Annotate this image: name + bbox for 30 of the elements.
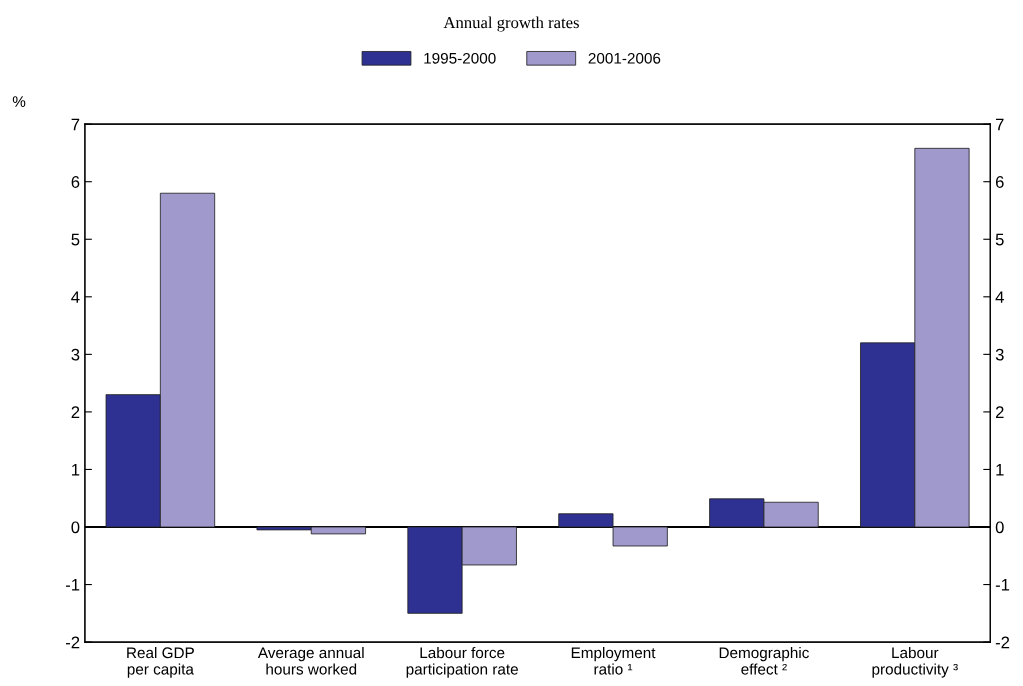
- y-tick-label: 6: [71, 176, 80, 188]
- x-tick-label: Labour productivity ³: [872, 646, 958, 678]
- y-tick-label: 7: [71, 118, 80, 131]
- chart-title: Annual growth rates: [443, 16, 579, 32]
- y-tick-label: 4: [71, 291, 80, 303]
- legend-label: 2001-2006: [588, 52, 661, 64]
- y2-tick-label: 1: [996, 464, 1004, 476]
- y2-tick-label: -2: [995, 636, 1010, 649]
- x-tick-label: Labour force participation rate: [406, 646, 518, 678]
- y-tick-label: -2: [65, 636, 80, 649]
- x-tick-label: Real GDP per capita: [127, 646, 194, 678]
- y-tick-label: 1: [72, 464, 80, 476]
- y2-tick-label: 5: [995, 233, 1004, 246]
- y-tick-label: 2: [71, 406, 80, 418]
- y2-tick-label: 0: [995, 521, 1004, 534]
- y2-tick-label: 4: [995, 291, 1004, 303]
- legend-label: 1995-2000: [424, 52, 496, 64]
- y-tick-label: -1: [65, 579, 80, 591]
- x-tick-label: Average annual hours worked: [257, 646, 364, 675]
- y-tick-label: 0: [71, 521, 80, 534]
- y2-tick-label: 2: [995, 406, 1004, 418]
- x-tick-label: Demographic effect ²: [719, 646, 809, 675]
- y-tick-label: 3: [71, 348, 80, 361]
- y-axis-title: %: [12, 96, 26, 107]
- y2-tick-label: -1: [995, 579, 1010, 591]
- y2-tick-label: 6: [995, 176, 1004, 188]
- y2-tick-label: 3: [995, 348, 1004, 361]
- y-tick-label: 5: [71, 233, 80, 246]
- y2-tick-label: 7: [995, 118, 1004, 131]
- x-tick-label: Employment ratio ¹: [571, 646, 656, 675]
